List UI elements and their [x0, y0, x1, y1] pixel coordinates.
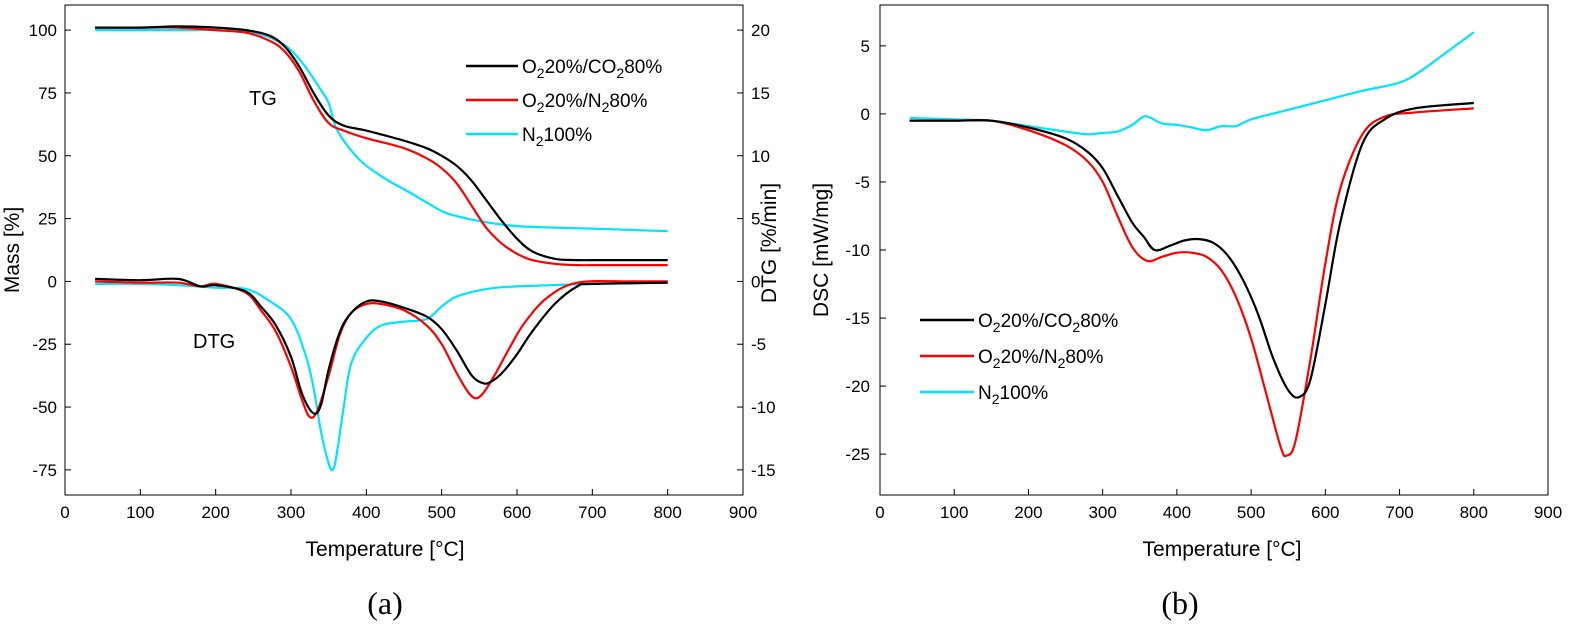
annotation-tg: TG: [249, 88, 277, 110]
y-tick-label: -75: [32, 461, 57, 480]
x-tick-label: 400: [352, 503, 380, 522]
x-tick-label: 200: [1014, 503, 1042, 522]
annotation-dtg: DTG: [193, 331, 235, 353]
y-tick-label: -25: [32, 335, 57, 354]
x-tick-label: 900: [729, 503, 757, 522]
panel-label-a: (a): [367, 585, 403, 621]
y2-tick-label: -15: [751, 461, 776, 480]
y-tick-label: -50: [32, 398, 57, 417]
x-tick-label: 800: [1460, 503, 1488, 522]
y2-tick-label: 0: [751, 272, 760, 291]
y-tick-label: 5: [861, 37, 870, 56]
y2-tick-label: 15: [751, 84, 770, 103]
series-line-dsc-2: [909, 31, 1475, 136]
plot-frame-a: [64, 4, 744, 496]
x-tick-label: 500: [427, 503, 455, 522]
legend-entry: O220%/CO280%: [978, 311, 1118, 335]
y2-tick-label: -10: [751, 398, 776, 417]
x-tick-label: 100: [126, 503, 154, 522]
x-tick-label: 600: [1311, 503, 1339, 522]
y2-tick-label: -5: [751, 335, 766, 354]
y-tick-label: 0: [48, 272, 57, 291]
x-tick-label: 900: [1534, 503, 1562, 522]
x-tick-label: 300: [277, 503, 305, 522]
y-tick-label: -5: [855, 173, 870, 192]
panel-label-b: (b): [1161, 585, 1198, 621]
series-lines-b: [909, 31, 1475, 458]
series-lines-a: [95, 25, 668, 472]
series-line-dsc-0: [909, 101, 1474, 399]
series-line-dtg-3: [95, 277, 668, 415]
y-tick-label: 75: [38, 84, 57, 103]
x-tick-label: 600: [503, 503, 531, 522]
y-tick-label: -10: [845, 241, 870, 260]
y-axis-ticks-a: -75 -50 -25 0 25 50 75 100: [29, 21, 71, 480]
x-tick-label: 300: [1088, 503, 1116, 522]
y-tick-label: 25: [38, 210, 57, 229]
x-axis-ticks-b: 0 100 200 300 400 500 600 700 800 900: [875, 489, 1562, 522]
y-axis-title-a: Mass [%]: [1, 207, 24, 293]
series-line-tg-0: [95, 25, 668, 262]
x-tick-label: 700: [1385, 503, 1413, 522]
x-tick-label: 800: [653, 503, 681, 522]
y-axis-title-b: DSC [mW/mg]: [810, 183, 833, 317]
x-axis-ticks-a: 0 100 200 300 400 500 600 700 800 900: [60, 489, 757, 522]
x-tick-label: 200: [201, 503, 229, 522]
y2-axis-title-a: DTG [%/min]: [758, 183, 781, 303]
legend-a: O220%/CO280% O220%/N280% N2100%: [466, 57, 662, 149]
y-tick-label: 50: [38, 147, 57, 166]
x-tick-label: 0: [60, 503, 69, 522]
legend-entry: O220%/CO280%: [522, 57, 662, 81]
plot-frame-b: [879, 4, 1549, 496]
x-axis-title-b: Temperature [°C]: [1143, 538, 1302, 561]
series-line-tg-1: [95, 26, 668, 267]
y2-tick-label: 20: [751, 21, 770, 40]
legend-b: O220%/CO280% O220%/N280% N2100%: [920, 311, 1118, 407]
x-tick-label: 0: [875, 503, 884, 522]
legend-entry: O220%/N280%: [978, 347, 1104, 371]
y-tick-label: -15: [845, 309, 870, 328]
legend-entry: O220%/N280%: [522, 91, 648, 115]
y-tick-label: 100: [29, 21, 57, 40]
x-tick-label: 100: [940, 503, 968, 522]
x-axis-title-a: Temperature [°C]: [306, 538, 465, 561]
y-tick-label: -20: [845, 377, 870, 396]
x-tick-label: 500: [1237, 503, 1265, 522]
y2-tick-label: 5: [751, 210, 760, 229]
legend-entry: N2100%: [522, 125, 592, 149]
panel-b-chart: 0 100 200 300 400 500 600 700 800 900 -25 -20 -15 -1…: [810, 4, 1562, 621]
x-tick-label: 700: [578, 503, 606, 522]
panel-a-chart: 0 100 200 300 400 500 600 700 800 900 -75-50-2502…: [1, 4, 781, 621]
y2-axis-ticks-a: -15 -10 -5 0 5 10 15 20: [737, 21, 776, 480]
x-tick-label: 400: [1163, 503, 1191, 522]
y-tick-label: -25: [845, 445, 870, 464]
series-line-dsc-1: [909, 107, 1474, 458]
y2-tick-label: 10: [751, 147, 770, 166]
series-line-dtg-5: [95, 281, 668, 472]
y-tick-label: 0: [861, 105, 870, 124]
legend-entry: N2100%: [978, 383, 1048, 407]
y-axis-ticks-b: -25 -20 -15 -10 -5 0 5: [845, 37, 886, 464]
